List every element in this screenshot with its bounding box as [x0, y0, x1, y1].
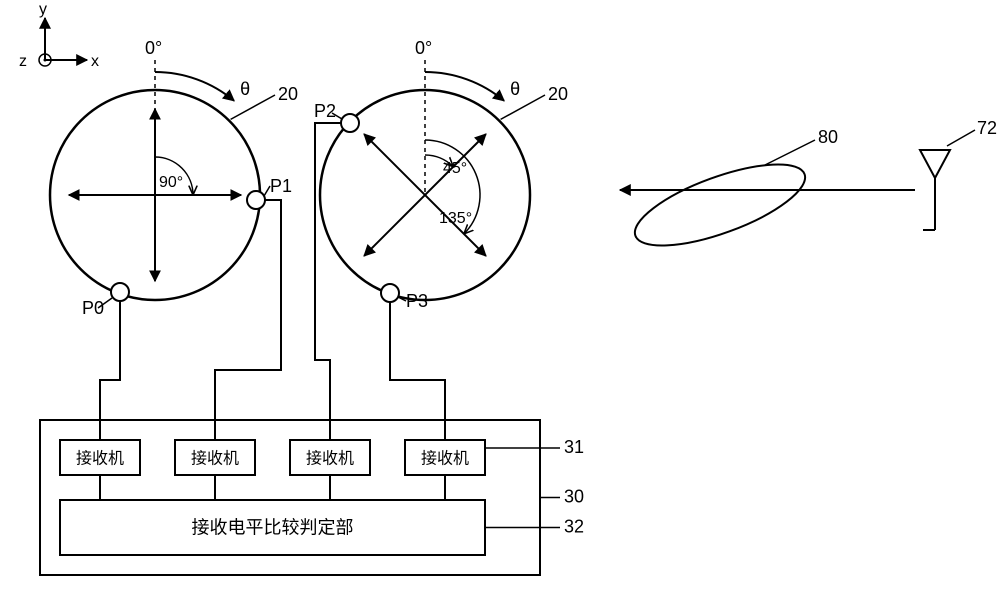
ellipse-80 [626, 148, 814, 262]
ref-32: 32 [564, 517, 584, 537]
port-p2 [341, 114, 359, 132]
angle45: 45° [443, 160, 467, 177]
theta-label: θ [240, 79, 250, 99]
y-label: y [39, 1, 47, 18]
receiver-label-3: 接收机 [421, 450, 469, 468]
ellipse-ref: 80 [818, 127, 838, 147]
p2-label: P2 [314, 101, 336, 121]
circle-ref: 20 [278, 84, 298, 104]
wire [315, 123, 341, 440]
port-p3 [381, 284, 399, 302]
port-p0 [111, 283, 129, 301]
p3-label: P3 [406, 291, 428, 311]
antenna-icon [920, 150, 950, 178]
antenna-ref: 72 [977, 118, 997, 138]
receiver-label-0: 接收机 [76, 450, 124, 468]
circle-ref: 20 [548, 84, 568, 104]
x-label: x [91, 53, 99, 70]
zero-deg-label: 0° [415, 38, 432, 58]
zero-deg-label: 0° [145, 38, 162, 58]
theta-label: θ [510, 79, 520, 99]
p1-label: P1 [270, 176, 292, 196]
port-p1 [247, 191, 265, 209]
angle135: 135° [439, 210, 472, 227]
angle90: 90° [159, 174, 183, 191]
z-label: z [19, 53, 27, 70]
ref-31: 31 [564, 437, 584, 457]
receiver-label-2: 接收机 [306, 450, 354, 468]
receiver-label-1: 接收机 [191, 450, 239, 468]
p0-label: P0 [82, 298, 104, 318]
wire [215, 200, 281, 440]
judge-label: 接收电平比较判定部 [192, 518, 354, 538]
ref-30: 30 [564, 487, 584, 507]
